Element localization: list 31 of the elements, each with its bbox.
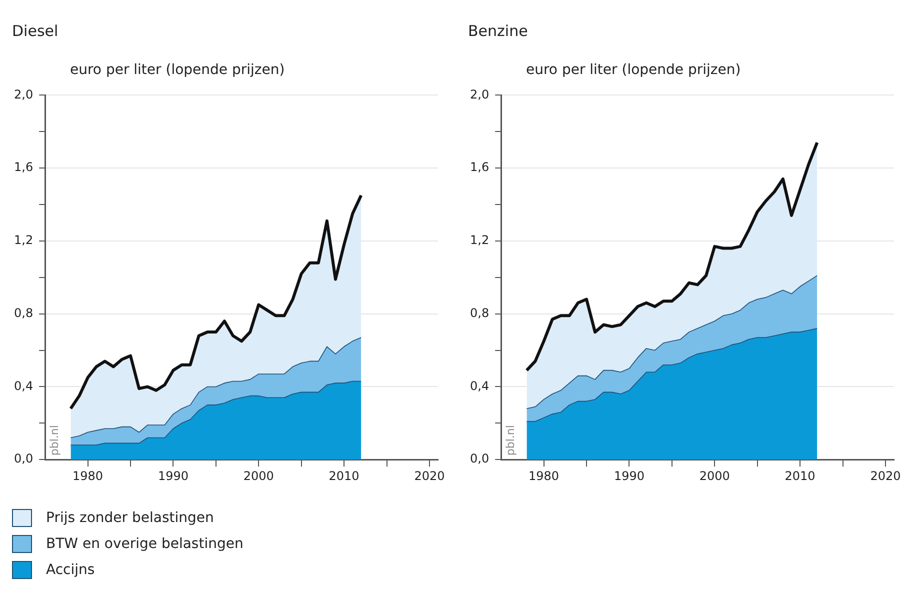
y-tick-label: 1,2 [14,233,34,248]
x-tick-label: 1990 [158,468,188,483]
y-tick-label: 0,4 [470,378,490,393]
legend-label: BTW en overige belastingen [46,536,244,552]
x-tick-label: 2020 [414,468,445,483]
chart-title: Benzine [468,22,529,42]
x-tick-label: 1980 [72,468,104,483]
y-axis-title: euro per liter (lopende prijzen) [526,62,742,80]
annotation: pbl.nl [48,425,61,456]
y-axis-title: euro per liter (lopende prijzen) [70,62,286,80]
x-tick-label: 2000 [699,468,730,483]
y-tick-label: 0,8 [14,306,34,320]
x-tick-label: 2010 [328,468,360,483]
x-tick-label: 1990 [614,468,644,483]
y-tick-label: 2,0 [470,87,490,102]
x-tick-label: 2010 [784,468,816,483]
legend-label: Accijns [46,562,95,578]
legend-label: Prijs zonder belastingen [46,510,214,526]
x-tick-label: 2020 [870,468,901,483]
x-tick-label: 2000 [243,468,274,483]
annotation: pbl.nl [504,425,517,456]
y-tick-label: 0,8 [470,306,490,320]
y-tick-label: 0,0 [14,452,34,466]
y-tick-label: 1,6 [14,160,34,174]
y-tick-label: 2,0 [14,87,34,102]
x-tick-label: 1980 [528,468,560,483]
y-tick-label: 0,4 [14,378,34,393]
chart-title: Diesel [12,22,60,42]
y-tick-label: 0,0 [470,452,490,466]
y-tick-label: 1,6 [470,160,490,174]
y-tick-label: 1,2 [470,233,490,248]
